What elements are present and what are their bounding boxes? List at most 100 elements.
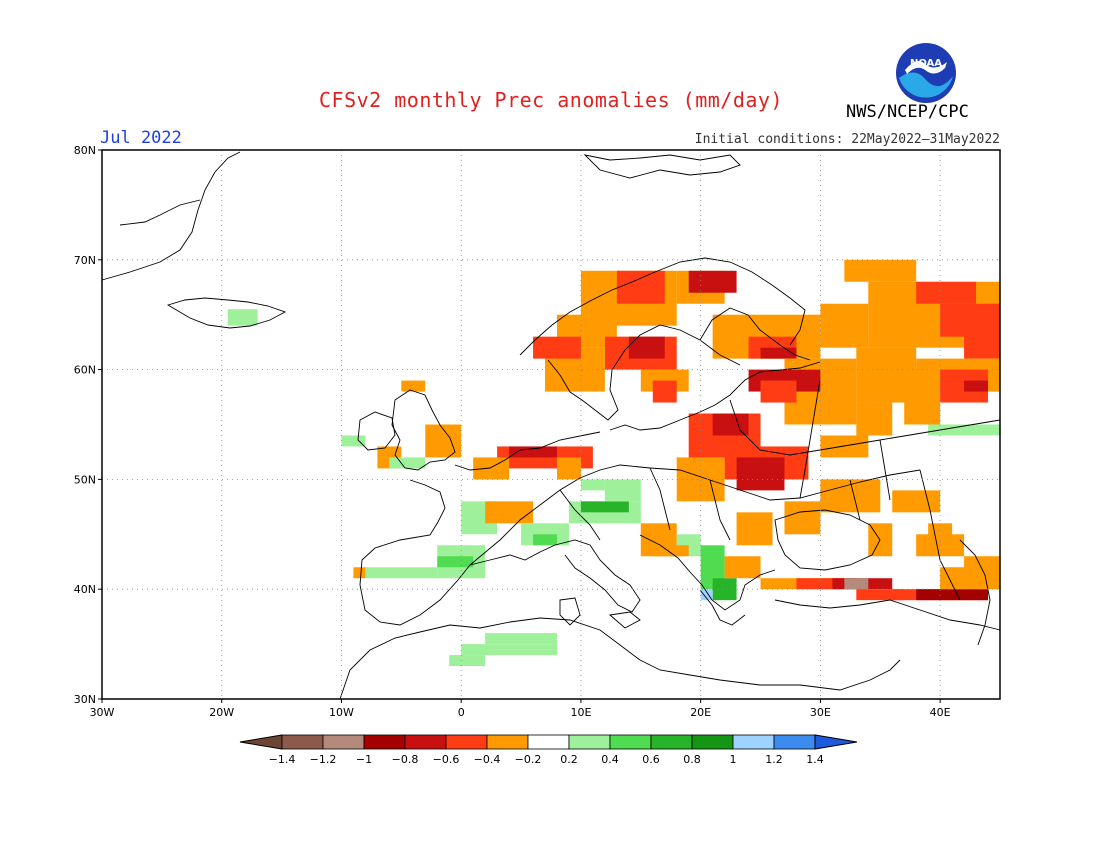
axis-ticks: 30W 20W 10W 0 10E 20E 30E 40E 80N 70N 60N 50N 40N 30N (74, 144, 951, 719)
colorbar-swatch (732, 734, 775, 750)
anomaly-cell (652, 545, 689, 557)
anomaly-cell (401, 380, 426, 392)
anomaly-cell (688, 270, 737, 293)
colorbar-left-arrow (239, 734, 283, 750)
anomaly-cell (580, 479, 605, 491)
colorbar-label: 1.4 (806, 753, 824, 766)
colorbar-swatch (527, 734, 570, 750)
colorbar-label: 1 (730, 753, 737, 766)
anomaly-cell (724, 556, 761, 579)
lon-tick-label: 10W (329, 706, 354, 719)
anomaly-cell (485, 501, 534, 524)
colorbar-label: −0.8 (392, 753, 419, 766)
anomaly-cell (856, 589, 905, 601)
anomaly-cell (916, 589, 989, 601)
logo-text: NOAA (910, 58, 942, 69)
anomaly-cell (712, 413, 749, 436)
chart-title: CFSv2 monthly Prec anomalies (mm/day) (318, 88, 784, 112)
lat-tick-label: 40N (74, 583, 96, 596)
anomaly-cell (856, 402, 893, 436)
anomaly-cell (964, 325, 1000, 359)
initial-conditions-label: Initial conditions: 22May2022–31May2022 (694, 132, 1000, 147)
colorbar-swatch (445, 734, 488, 750)
anomaly-cell (485, 633, 557, 645)
month-label: Jul 2022 (100, 128, 182, 148)
colorbar-swatch (363, 734, 406, 750)
lat-tick-label: 80N (74, 144, 96, 157)
lat-tick-label: 50N (74, 473, 96, 486)
anomaly-cell (820, 303, 869, 348)
lon-tick-label: 10E (570, 706, 591, 719)
anomaly-cells (227, 259, 1000, 667)
anomaly-cell (461, 644, 557, 656)
lon-tick-label: 0 (458, 706, 465, 719)
anomaly-cell (760, 380, 797, 403)
colorbar-swatch (486, 734, 529, 750)
anomaly-cell (916, 281, 977, 304)
anomaly-cell (844, 259, 917, 282)
anomaly-cell (227, 309, 258, 326)
colorbar-swatch (281, 734, 324, 750)
colorbar-label: −0.2 (515, 753, 542, 766)
anomaly-cell (928, 424, 1000, 436)
anomaly-cell (700, 589, 713, 601)
colorbar-label: 0.6 (642, 753, 660, 766)
agency-label: NWS/NCEP/CPC (846, 102, 969, 122)
colorbar-label: 0.8 (683, 753, 701, 766)
colorbar-label: −0.4 (474, 753, 501, 766)
anomaly-cell (437, 556, 474, 568)
anomaly-cell (533, 534, 557, 546)
anomaly-cell (556, 457, 581, 480)
colorbar-label: −1.2 (310, 753, 337, 766)
colorbar: −1.4 −1.2 −1 −0.8 −0.6 −0.4 −0.2 0.2 0.4 0.6 0.8 1 1… (239, 734, 858, 766)
lon-tick-label: 20E (690, 706, 711, 719)
anomaly-cell (784, 501, 821, 535)
colorbar-label: 0.2 (560, 753, 578, 766)
colorbar-swatch (322, 734, 365, 750)
anomaly-cell (533, 336, 581, 359)
colorbar-swatch (404, 734, 447, 750)
colorbar-label: −1.4 (269, 753, 296, 766)
colorbar-swatch (568, 734, 611, 750)
colorbar-swatch (650, 734, 693, 750)
anomaly-cell (820, 435, 869, 458)
anomaly-cell (616, 270, 665, 304)
anomaly-cell (580, 501, 629, 513)
anomaly-cell (389, 457, 426, 469)
lon-tick-label: 30W (90, 706, 115, 719)
anomaly-cell (736, 512, 773, 546)
lon-tick-label: 30E (810, 706, 831, 719)
anomaly-cell (760, 347, 797, 359)
anomaly-cell (712, 578, 737, 601)
anomaly-cell (509, 446, 557, 458)
colorbar-right-arrow (814, 734, 858, 750)
anomaly-cell (736, 457, 785, 491)
lat-tick-label: 70N (74, 254, 96, 267)
anomaly-cell (449, 655, 486, 667)
anomaly-cell (652, 380, 677, 403)
colorbar-swatch (609, 734, 652, 750)
anomaly-cell (341, 435, 366, 447)
anomaly-cell (604, 479, 641, 502)
lon-tick-label: 20W (209, 706, 234, 719)
anomaly-cell (928, 523, 953, 546)
colorbar-swatch (773, 734, 816, 750)
lon-tick-label: 40E (930, 706, 951, 719)
colorbar-swatch (691, 734, 734, 750)
anomaly-cell (964, 380, 989, 392)
colorbar-label: 0.4 (601, 753, 619, 766)
colorbar-label: −0.6 (433, 753, 460, 766)
anomaly-cell (964, 556, 1000, 579)
anomaly-cell (844, 578, 869, 590)
colorbar-label: −1 (356, 753, 372, 766)
colorbar-label: 1.2 (765, 753, 783, 766)
noaa-logo-icon: NOAA (896, 43, 956, 103)
anomaly-cell (892, 490, 941, 513)
anomaly-cell (676, 457, 725, 502)
coastlines (101, 151, 1001, 700)
anomaly-cell (353, 567, 366, 579)
plot-frame (101, 149, 1001, 700)
anomaly-cell (796, 578, 857, 590)
anomaly-cell (628, 336, 665, 359)
